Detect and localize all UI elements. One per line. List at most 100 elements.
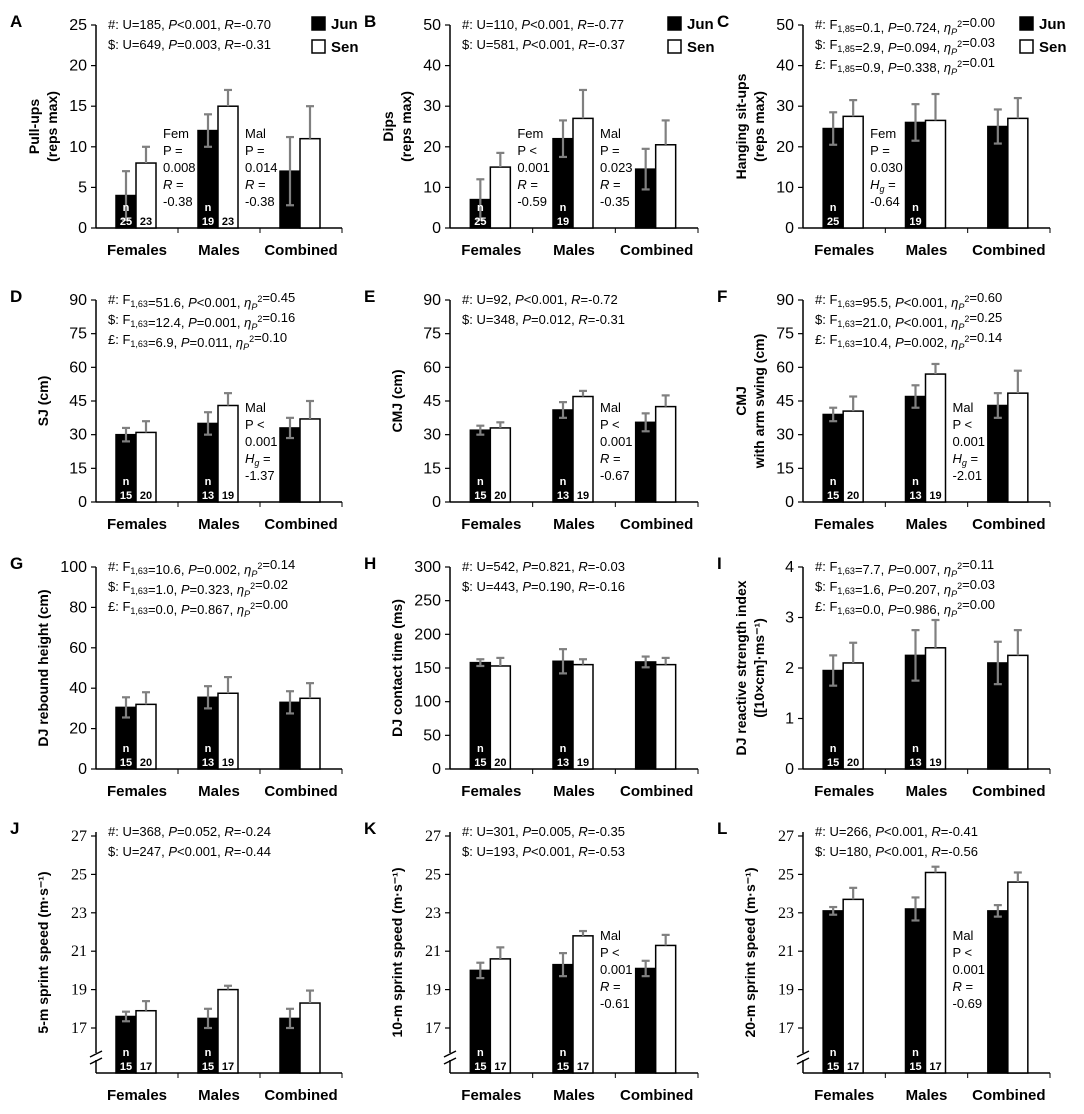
y-axis-title: 10-m sprint speed (m·s⁻¹) xyxy=(389,868,405,1038)
stat-line: #: U=542, P=0.821, R=-0.03 xyxy=(462,559,625,574)
category-label: Males xyxy=(198,242,240,259)
n-count: 19 xyxy=(222,757,234,769)
y-tick-label: 45 xyxy=(69,393,87,410)
stat-line: #: F1,63=51.6, P<0.001, ηP2=0.45 xyxy=(108,290,295,312)
n-marker: n xyxy=(560,743,567,755)
panel-letter: F xyxy=(717,287,727,306)
y-tick-label: 4 xyxy=(785,559,794,576)
n-count: 15 xyxy=(557,1061,569,1073)
bar-sen xyxy=(299,697,321,770)
y-axis-title: Hanging sit-ups (reps max) xyxy=(733,73,767,179)
annotation-line: R = xyxy=(600,177,621,192)
annotation-line: P < xyxy=(953,417,973,432)
n-count: 19 xyxy=(557,216,569,228)
stat-line: $: F1,63=1.6, P=0.207, ηP2=0.03 xyxy=(815,577,995,599)
annotation-line: 0.014 xyxy=(245,160,278,175)
panel-letter: H xyxy=(364,554,376,573)
y-tick-label: 90 xyxy=(776,292,794,309)
bar-sen xyxy=(217,105,239,229)
y-tick-label: 60 xyxy=(69,640,87,657)
y-tick-label: 100 xyxy=(414,694,441,711)
annotation-line: -2.01 xyxy=(953,468,983,483)
y-tick-label: 50 xyxy=(423,17,441,34)
annotation-line: 0.023 xyxy=(600,160,633,175)
y-tick-label: 90 xyxy=(423,292,441,309)
y-axis-title: 20-m sprint speed (m·s⁻¹) xyxy=(742,868,758,1038)
stat-line: #: F1,63=10.6, P=0.002, ηP2=0.14 xyxy=(108,557,295,579)
annotation-line: -0.67 xyxy=(600,468,630,483)
category-label: Combined xyxy=(264,242,337,259)
category-label: Males xyxy=(198,783,240,800)
y-tick-label: 17 xyxy=(778,1020,794,1037)
bar-sen xyxy=(842,898,864,1074)
n-marker: n xyxy=(123,1047,130,1059)
bar-sen xyxy=(489,665,512,770)
n-count: 15 xyxy=(827,490,839,502)
n-marker: n xyxy=(560,1047,567,1059)
n-marker: n xyxy=(912,1047,919,1059)
n-count: 13 xyxy=(909,757,921,769)
panel-letter: I xyxy=(717,554,722,573)
category-label: Combined xyxy=(264,783,337,800)
category-label: Males xyxy=(198,1087,240,1104)
annotation-line: Mal xyxy=(953,928,974,943)
n-count: 15 xyxy=(202,1061,214,1073)
y-axis-title: CMJ (cm) xyxy=(389,369,405,432)
n-count: 13 xyxy=(557,757,569,769)
category-label: Males xyxy=(553,783,595,800)
y-axis-title-line: (reps max) xyxy=(398,91,414,162)
n-marker: n xyxy=(830,202,837,214)
stat-line: $: F1,63=1.0, P=0.323, ηP2=0.02 xyxy=(108,577,288,599)
y-tick-label: 21 xyxy=(778,943,794,960)
axis-break-mark xyxy=(443,1050,457,1058)
bar-sen xyxy=(572,935,594,1074)
legend-label-jun: Jun xyxy=(1039,16,1066,33)
legend-label-sen: Sen xyxy=(331,39,359,56)
n-marker: n xyxy=(123,743,130,755)
y-tick-label: 60 xyxy=(776,359,794,376)
n-count: 15 xyxy=(474,757,486,769)
n-count: 15 xyxy=(827,1061,839,1073)
n-marker: n xyxy=(477,202,484,214)
y-tick-label: 20 xyxy=(69,721,87,738)
panel-sprint10: K 17 19 21 23 25 27 Females n 15 17 Males n 15 17 Combi… xyxy=(364,819,699,1104)
annotation-line: -0.38 xyxy=(163,194,193,209)
y-axis-title-line: 10-m sprint speed (m·s⁻¹) xyxy=(389,868,405,1038)
stat-line: #: U=185, P<0.001, R=-0.70 xyxy=(108,17,271,32)
y-tick-label: 30 xyxy=(423,98,441,115)
n-marker: n xyxy=(830,1047,837,1059)
annotation-line: 0.001 xyxy=(953,434,986,449)
y-tick-label: 150 xyxy=(414,660,441,677)
y-tick-label: 0 xyxy=(785,761,794,778)
annotation-line: R = xyxy=(953,979,974,994)
y-tick-label: 30 xyxy=(776,98,794,115)
bar-sen xyxy=(489,166,512,229)
stat-line: $: F1,63=21.0, P<0.001, ηP2=0.25 xyxy=(815,310,1002,332)
y-tick-label: 27 xyxy=(71,828,87,845)
bar-sen xyxy=(842,662,864,770)
n-count: 15 xyxy=(120,1061,132,1073)
category-label: Females xyxy=(461,516,521,533)
y-tick-label: 23 xyxy=(71,905,87,922)
y-axis-title-line: DJ reactive strength index xyxy=(733,580,749,755)
legend-swatch-jun xyxy=(1019,16,1034,31)
n-count: 20 xyxy=(140,490,152,502)
panel-sprint5: J 17 19 21 23 25 27 Females n 15 17 Males n 15 17 Combi… xyxy=(10,819,343,1104)
category-label: Males xyxy=(553,1087,595,1104)
y-tick-label: 0 xyxy=(432,761,441,778)
n-count: 19 xyxy=(222,490,234,502)
panel-letter: E xyxy=(364,287,375,306)
n-marker: n xyxy=(560,202,567,214)
stat-line: #: F1,85=0.1, P=0.724, ηP2=0.00 xyxy=(815,15,995,37)
annotation-line: P = xyxy=(163,143,183,158)
y-tick-label: 0 xyxy=(78,761,87,778)
bar-sen xyxy=(1007,392,1029,503)
panel-cmjarm: F 0 15 30 45 60 75 90 Females n 15 20 Males n 13 19 Comb… xyxy=(717,287,1051,533)
legend-label-jun: Jun xyxy=(331,16,358,33)
category-label: Females xyxy=(461,242,521,259)
stat-line: $: F1,63=12.4, P=0.001, ηP2=0.16 xyxy=(108,310,295,332)
bar-jun xyxy=(552,409,574,503)
n-count: 13 xyxy=(202,757,214,769)
annotation-line: P = xyxy=(870,143,890,158)
n-count: 17 xyxy=(222,1061,234,1073)
